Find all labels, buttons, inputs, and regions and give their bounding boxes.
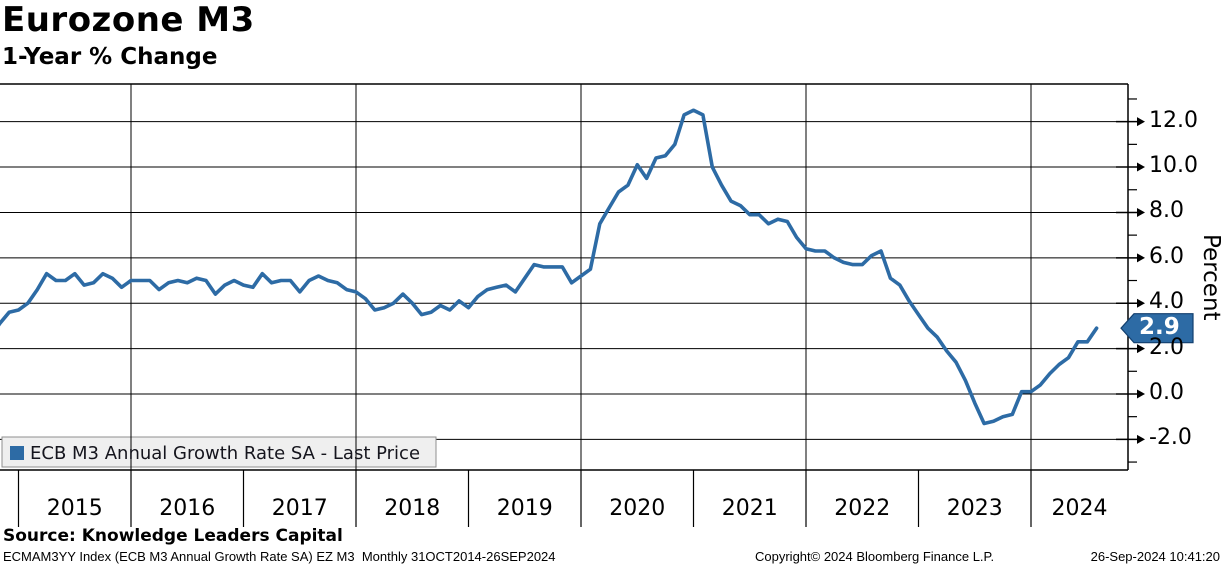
y-tick-arrow-icon — [1137, 344, 1145, 354]
x-axis-year-label: 2021 — [721, 496, 778, 521]
x-axis-year-label: 2024 — [1051, 496, 1108, 521]
y-axis-tick-label: 0.0 — [1149, 379, 1184, 405]
footer-ticker-text: ECMAM3YY Index (ECB M3 Annual Growth Rat… — [3, 549, 556, 564]
y-tick-arrow-icon — [1137, 253, 1145, 263]
y-tick-arrow-icon — [1137, 434, 1145, 444]
x-axis-year-label: 2017 — [271, 496, 328, 521]
y-tick-arrow-icon — [1137, 117, 1145, 127]
x-axis-year-label: 2018 — [384, 496, 441, 521]
x-axis-year-label: 2023 — [946, 496, 1003, 521]
legend-box — [1, 436, 437, 468]
legend-swatch-icon — [10, 446, 24, 460]
y-tick-arrow-icon — [1137, 389, 1145, 399]
y-axis-title: Percent — [1198, 234, 1224, 321]
legend-series-label: ECB M3 Annual Growth Rate SA - Last Pric… — [30, 443, 421, 464]
source-line: Source: Knowledge Leaders Capital — [3, 526, 343, 546]
x-axis-year-label: 2019 — [496, 496, 553, 521]
x-axis-year-label: 2016 — [159, 496, 216, 521]
page-title: Eurozone M3 — [2, 0, 255, 40]
m3-growth-line — [0, 108, 1099, 426]
y-axis-tick-label: 6.0 — [1149, 243, 1184, 269]
y-tick-arrow-icon — [1137, 162, 1145, 172]
y-axis-tick-label: 2.0 — [1149, 334, 1184, 360]
footer-timestamp: 26-Sep-2024 10:41:20 — [1090, 549, 1220, 564]
last-price-badge-label: 2.9 — [1139, 314, 1180, 341]
last-price-badge — [1120, 313, 1194, 344]
x-axis-year-label: 2020 — [609, 496, 666, 521]
footer-copyright-text: Copyright© 2024 Bloomberg Finance L.P. — [755, 549, 995, 564]
y-axis-tick-label: -2.0 — [1149, 425, 1192, 451]
y-tick-arrow-icon — [1137, 298, 1145, 308]
x-axis-year-label: 2022 — [834, 496, 891, 521]
y-tick-arrow-icon — [1137, 207, 1145, 217]
page-subtitle: 1-Year % Change — [2, 44, 218, 70]
y-axis-tick-label: 8.0 — [1149, 198, 1184, 224]
y-axis-tick-label: 12.0 — [1149, 107, 1198, 133]
y-axis-tick-label: 4.0 — [1149, 289, 1184, 315]
y-axis-tick-label: 10.0 — [1149, 153, 1198, 179]
x-axis-year-label: 2015 — [46, 496, 103, 521]
